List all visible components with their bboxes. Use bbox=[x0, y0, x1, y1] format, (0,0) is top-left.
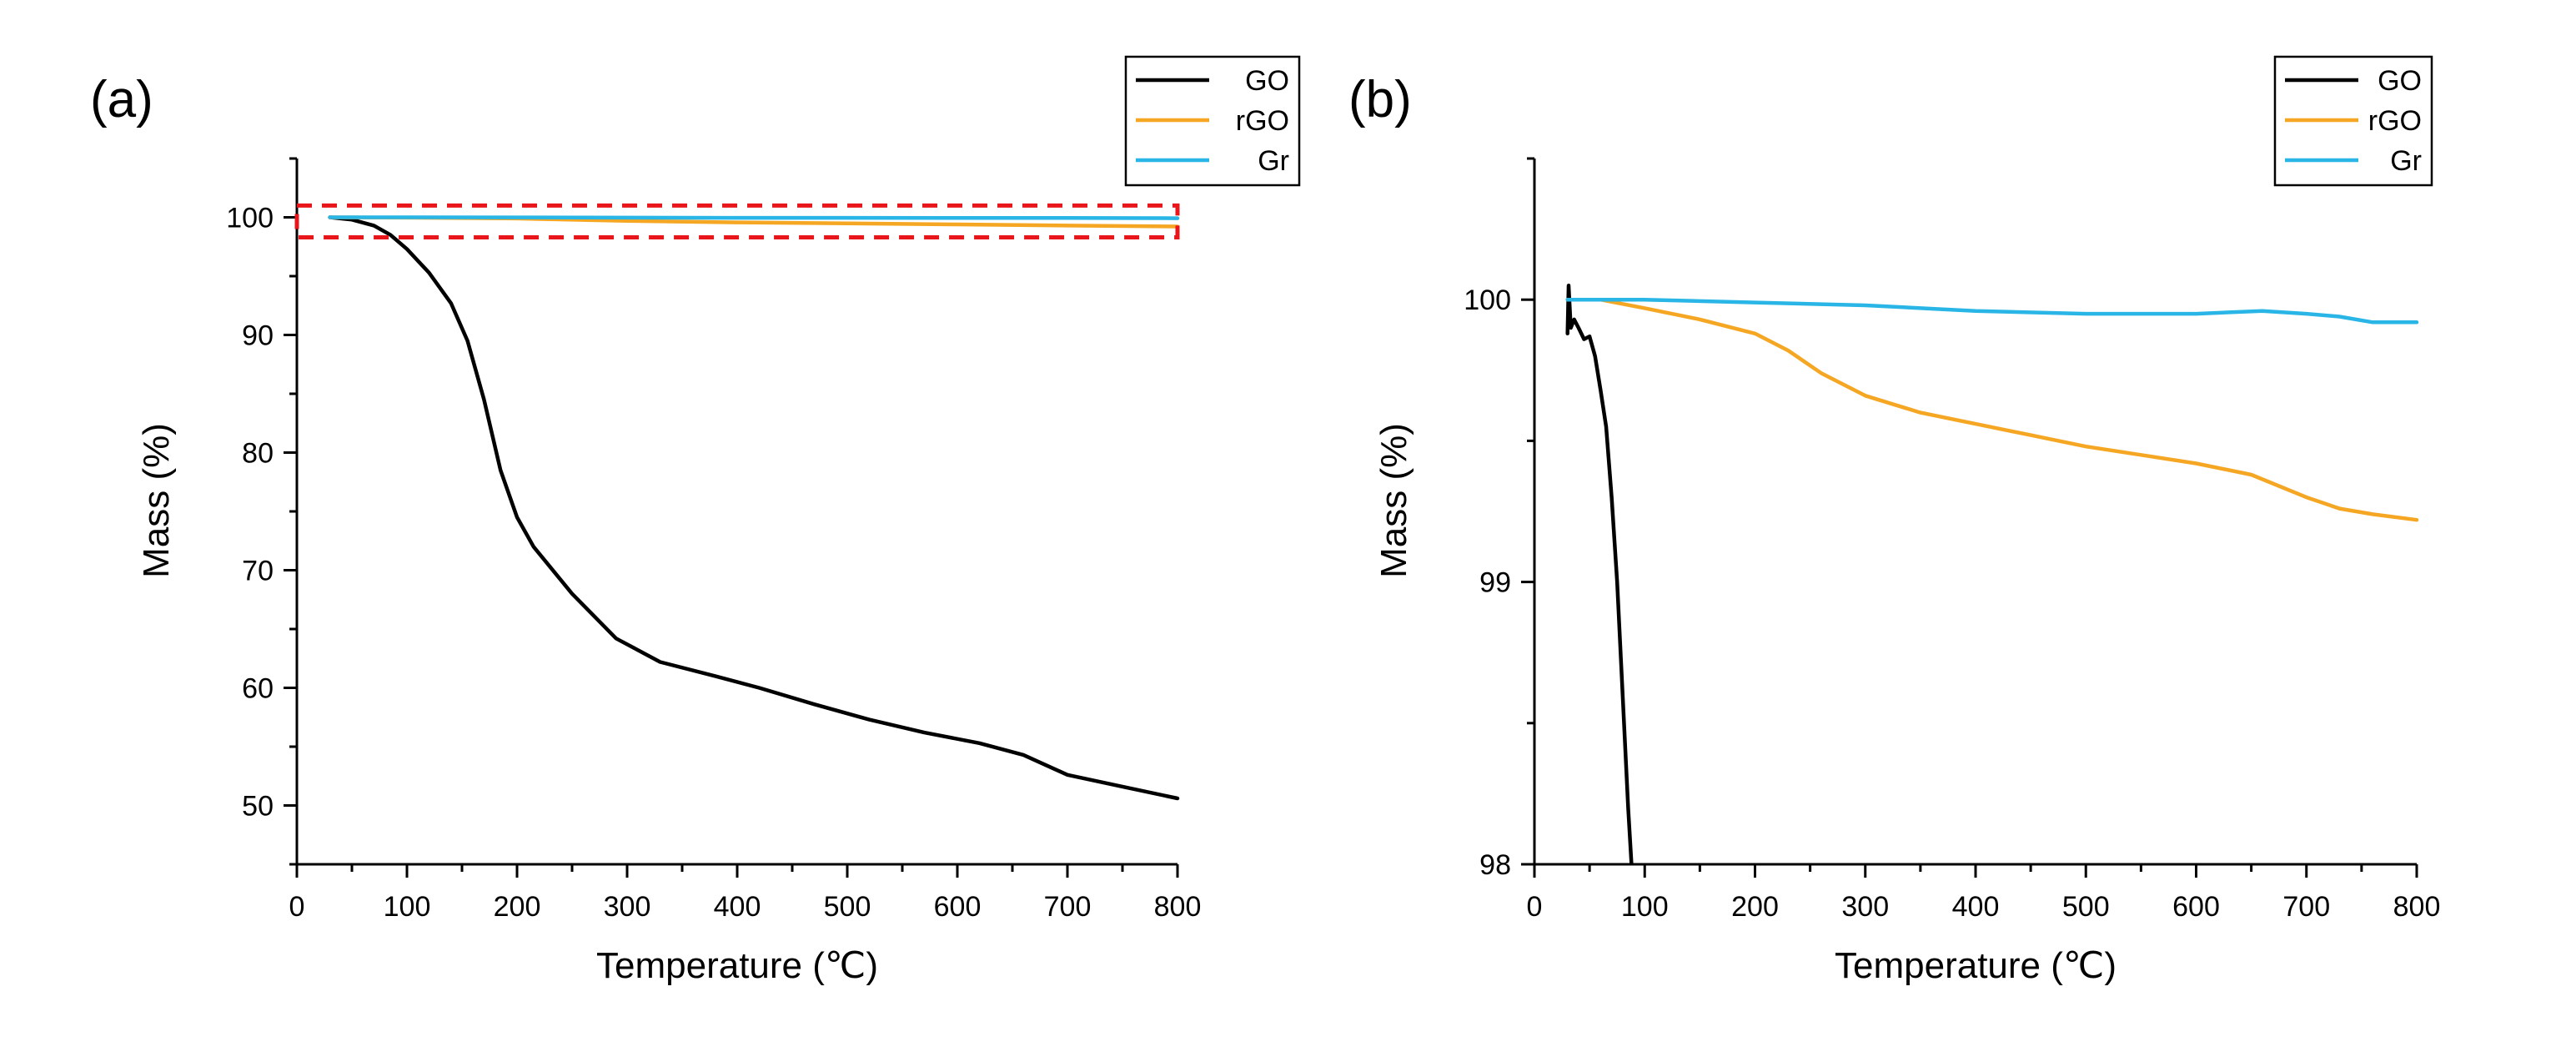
x-tick-label: 800 bbox=[1154, 891, 1202, 923]
series-line-gr bbox=[1565, 297, 2419, 325]
y-axis-title: Mass (%) bbox=[1373, 423, 1414, 578]
legend: GO rGO Gr bbox=[2273, 55, 2433, 187]
x-tick-label: 400 bbox=[1952, 891, 2000, 923]
panel-b: (b) 0 100 200 300 400 500 600 700 800 98 99 100 Tempe… bbox=[1348, 55, 2441, 986]
x-tick-label: 300 bbox=[1841, 891, 1889, 923]
highlight-dashed-box bbox=[294, 203, 1180, 239]
y-axis-title: Mass (%) bbox=[136, 423, 177, 578]
series-line-gr bbox=[328, 215, 1180, 220]
series-group bbox=[1565, 284, 2419, 864]
y-tick-label: 70 bbox=[242, 556, 274, 587]
x-tick-label: 200 bbox=[494, 891, 541, 923]
x-tick-label: 600 bbox=[934, 891, 982, 923]
series-line-go bbox=[1565, 284, 1634, 864]
legend: GO rGO Gr bbox=[1124, 55, 1301, 187]
y-tick-label: 98 bbox=[1479, 849, 1511, 881]
legend-label-rgo: rGO bbox=[1236, 105, 1289, 137]
panel-label: (a) bbox=[90, 71, 153, 128]
legend-label-gr: Gr bbox=[1258, 145, 1289, 177]
series-line-rgo bbox=[1565, 297, 2419, 522]
panel-a: (a) 0 100 200 300 400 500 600 700 800 50 60 70 80 90 10… bbox=[90, 55, 1301, 986]
x-tick-label: 700 bbox=[2282, 891, 2330, 923]
x-tick-label: 100 bbox=[1621, 891, 1669, 923]
legend-label-rgo: rGO bbox=[2368, 105, 2422, 137]
x-tick-label: 600 bbox=[2172, 891, 2220, 923]
series-group bbox=[328, 215, 1180, 801]
x-tick-label: 500 bbox=[824, 891, 871, 923]
x-tick-label: 0 bbox=[289, 891, 305, 923]
x-tick-label: 100 bbox=[384, 891, 431, 923]
legend-label-go: GO bbox=[1245, 65, 1289, 97]
x-tick-label: 0 bbox=[1527, 891, 1543, 923]
x-tick-label: 400 bbox=[714, 891, 761, 923]
x-tick-label: 200 bbox=[1731, 891, 1779, 923]
y-tick-label: 100 bbox=[1464, 284, 1511, 316]
y-tick-label: 100 bbox=[226, 203, 274, 234]
legend-label-gr: Gr bbox=[2390, 145, 2422, 177]
x-axis-title: Temperature (℃) bbox=[1835, 945, 2117, 986]
panel-label: (b) bbox=[1348, 71, 1412, 128]
legend-label-go: GO bbox=[2378, 65, 2422, 97]
x-axis-title: Temperature (℃) bbox=[596, 945, 878, 986]
x-tick-label: 700 bbox=[1044, 891, 1092, 923]
y-tick-label: 80 bbox=[242, 438, 274, 470]
y-tick-label: 50 bbox=[242, 791, 274, 823]
y-tick-label: 90 bbox=[242, 320, 274, 352]
x-tick-label: 800 bbox=[2393, 891, 2441, 923]
x-tick-label: 300 bbox=[604, 891, 651, 923]
series-line-go bbox=[328, 215, 1180, 801]
x-tick-label: 500 bbox=[2062, 891, 2110, 923]
y-tick-label: 99 bbox=[1479, 567, 1511, 599]
y-tick-label: 60 bbox=[242, 673, 274, 705]
